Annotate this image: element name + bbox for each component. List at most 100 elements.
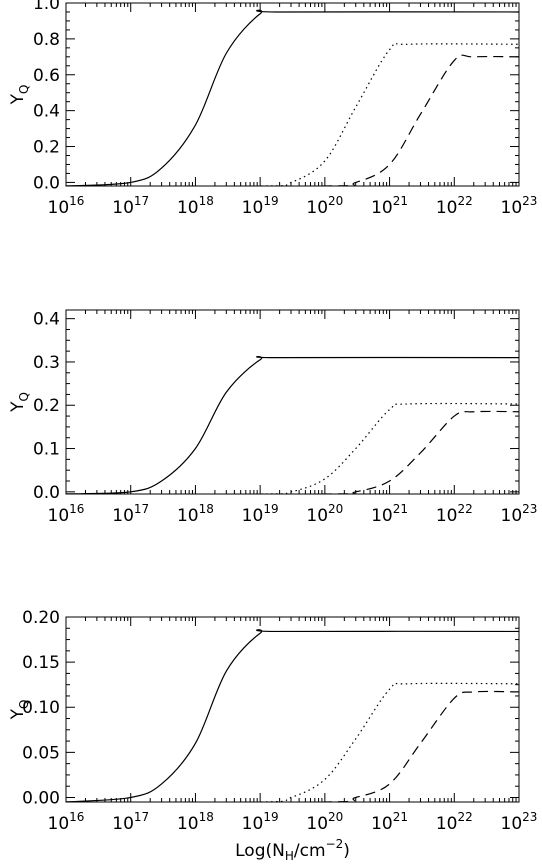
x-tick-exponent: 18: [199, 810, 214, 824]
x-tick-exponent: 16: [69, 502, 84, 516]
y-tick-label: 0.15: [22, 653, 60, 673]
x-tick-label: 1018: [177, 502, 214, 526]
plot-frame: [65, 616, 520, 803]
y-tick-label: 0.3: [33, 353, 60, 373]
series-line-dashed: [66, 54, 519, 186]
y-axis-label-main: Y: [8, 93, 28, 105]
y-axis-label-subscript: Q: [17, 392, 31, 401]
x-tick-base: 10: [112, 814, 134, 834]
y-tick-label: 0.8: [33, 30, 60, 50]
x-tick-base: 10: [436, 814, 458, 834]
y-tick-label: 0.4: [33, 310, 60, 330]
x-tick-base: 10: [242, 814, 264, 834]
series-line-dotted: [66, 402, 519, 494]
x-tick-exponent: 23: [522, 194, 537, 208]
y-axis-label-main: Y: [8, 401, 28, 413]
x-tick-base: 10: [48, 198, 70, 218]
x-tick-base: 10: [306, 506, 328, 526]
series-line-dotted: [66, 682, 519, 802]
y-tick-label: 0.20: [22, 608, 60, 628]
x-tick-exponent: 16: [69, 810, 84, 824]
x-tick-exponent: 16: [69, 194, 84, 208]
x-tick-exponent: 22: [457, 810, 472, 824]
x-tick-label: 1019: [242, 810, 279, 834]
x-tick-exponent: 20: [328, 194, 343, 208]
chart-panel-3: 1016 1017 1018 1019 1020 1021 1022 10230.000.05…: [8, 608, 537, 863]
y-tick-label: 0.6: [33, 66, 60, 86]
series-line-dashed: [66, 690, 519, 802]
y-axis-label-subscript: Q: [17, 85, 31, 94]
x-tick-base: 10: [371, 814, 393, 834]
y-axis-label-subscript: Q: [17, 700, 31, 709]
y-tick-label: 0.2: [33, 138, 60, 158]
y-tick-label: 0.1: [33, 440, 60, 460]
x-tick-label: 1019: [242, 194, 279, 218]
x-tick-label: 1022: [436, 194, 473, 218]
x-tick-exponent: 23: [522, 502, 537, 516]
x-tick-label: 1018: [177, 810, 214, 834]
x-tick-label: 1017: [112, 810, 149, 834]
y-axis-label-main: Y: [8, 708, 28, 720]
x-tick-label: 1016: [48, 194, 85, 218]
x-tick-exponent: 21: [393, 502, 408, 516]
x-tick-base: 10: [48, 506, 70, 526]
x-tick-label: 1020: [306, 810, 343, 834]
x-tick-exponent: 18: [199, 194, 214, 208]
chart-panel-2: 1016 1017 1018 1019 1020 1021 1022 10230.00.10.…: [8, 309, 538, 526]
x-tick-label: 1016: [48, 810, 85, 834]
plot-frame: [65, 309, 520, 495]
x-tick-base: 10: [177, 506, 199, 526]
x-tick-base: 10: [112, 198, 134, 218]
x-tick-label: 1017: [112, 194, 149, 218]
x-tick-base: 10: [242, 506, 264, 526]
x-tick-base: 10: [501, 198, 523, 218]
x-tick-exponent: 22: [457, 502, 472, 516]
x-tick-exponent: 20: [328, 810, 343, 824]
x-tick-label: 1023: [501, 502, 538, 526]
x-tick-exponent: 18: [199, 502, 214, 516]
x-tick-exponent: 22: [457, 194, 472, 208]
y-tick-label: 0.05: [22, 743, 60, 763]
series-line-solid: [66, 356, 519, 494]
y-tick-label: 0.2: [33, 396, 60, 416]
x-tick-base: 10: [112, 506, 134, 526]
x-tick-base: 10: [48, 814, 70, 834]
x-tick-exponent: 17: [134, 810, 149, 824]
x-tick-exponent: 19: [263, 194, 278, 208]
x-tick-exponent: 21: [393, 194, 408, 208]
x-axis-label-subscript: H: [285, 849, 294, 863]
x-tick-base: 10: [371, 198, 393, 218]
y-axis-label: YQ: [8, 700, 31, 721]
x-tick-base: 10: [242, 198, 264, 218]
y-tick-label: 0.0: [33, 173, 60, 193]
x-tick-exponent: 19: [263, 810, 278, 824]
x-tick-base: 10: [501, 814, 523, 834]
x-tick-label: 1022: [436, 502, 473, 526]
x-tick-base: 10: [371, 506, 393, 526]
series-line-solid: [66, 9, 519, 186]
plot-frame: [65, 2, 520, 187]
x-axis-label-superscript: −2: [326, 837, 344, 851]
y-tick-label: 1.0: [33, 0, 60, 14]
x-tick-base: 10: [306, 814, 328, 834]
x-axis-label-part: /cm: [294, 841, 326, 861]
x-tick-base: 10: [436, 506, 458, 526]
x-tick-label: 1018: [177, 194, 214, 218]
x-tick-base: 10: [177, 198, 199, 218]
x-tick-base: 10: [177, 814, 199, 834]
y-tick-label: 0.0: [33, 483, 60, 503]
x-tick-label: 1023: [501, 194, 538, 218]
x-tick-label: 1021: [371, 194, 408, 218]
x-tick-label: 1017: [112, 502, 149, 526]
x-tick-label: 1022: [436, 810, 473, 834]
y-axis-label: YQ: [8, 392, 31, 413]
y-tick-label: 0.10: [22, 698, 60, 718]
x-tick-label: 1019: [242, 502, 279, 526]
x-axis-label: Log(NH/cm−2): [235, 837, 350, 863]
x-tick-label: 1016: [48, 502, 85, 526]
x-tick-label: 1021: [371, 502, 408, 526]
x-axis-label-part: ): [343, 841, 350, 861]
x-tick-exponent: 19: [263, 502, 278, 516]
x-tick-label: 1020: [306, 502, 343, 526]
